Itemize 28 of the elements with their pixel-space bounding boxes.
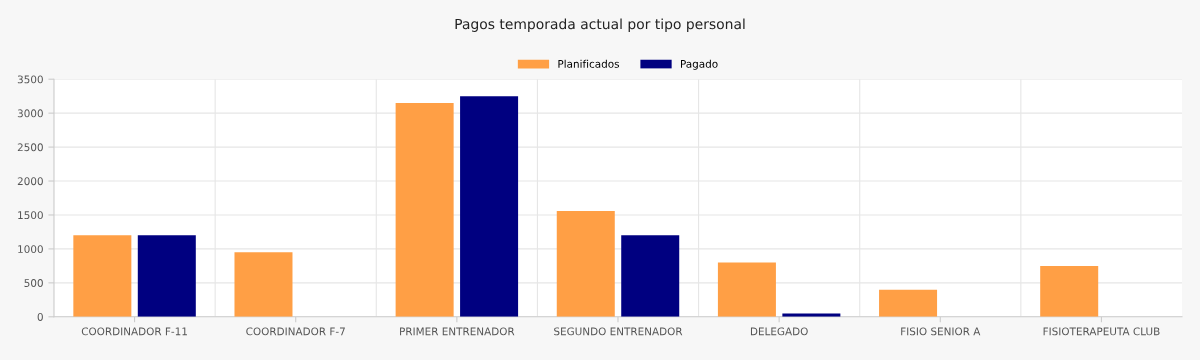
y-tick-label: 2500 bbox=[17, 143, 43, 152]
bar bbox=[234, 252, 293, 317]
y-tick-label: 1500 bbox=[18, 211, 43, 220]
x-tick-label: FISIO SENIOR A bbox=[901, 327, 981, 336]
bar bbox=[460, 96, 519, 317]
x-tick-label: PRIMER ENTRENADOR bbox=[400, 327, 515, 336]
bar bbox=[137, 235, 196, 317]
y-tick-label: 1000 bbox=[18, 245, 43, 254]
chart-title: Pagos temporada actual por tipo personal bbox=[455, 18, 745, 32]
bar bbox=[1040, 265, 1099, 317]
bar bbox=[73, 235, 132, 317]
legend-label: Pagado bbox=[681, 59, 718, 70]
y-tick-label: 2000 bbox=[17, 177, 43, 186]
y-tick-label: 500 bbox=[24, 279, 43, 287]
x-tick-label: FISIOTERAPEUTA CLUB bbox=[1043, 327, 1160, 336]
y-tick-label: 3500 bbox=[17, 75, 43, 84]
bar bbox=[556, 210, 615, 317]
y-tick-label: 0 bbox=[37, 313, 43, 321]
legend-label: Planificados bbox=[558, 59, 620, 68]
bar bbox=[879, 289, 938, 317]
bar bbox=[395, 102, 454, 317]
x-tick-label: DELEGADO bbox=[750, 327, 808, 336]
x-tick-label: COORDINADOR F-11 bbox=[81, 327, 187, 336]
x-tick-label: COORDINADOR F-7 bbox=[246, 327, 345, 336]
bar bbox=[717, 262, 776, 317]
bar bbox=[621, 235, 680, 317]
x-tick-label: SEGUNDO ENTRENADOR bbox=[554, 327, 683, 336]
y-tick-label: 3000 bbox=[17, 109, 43, 118]
